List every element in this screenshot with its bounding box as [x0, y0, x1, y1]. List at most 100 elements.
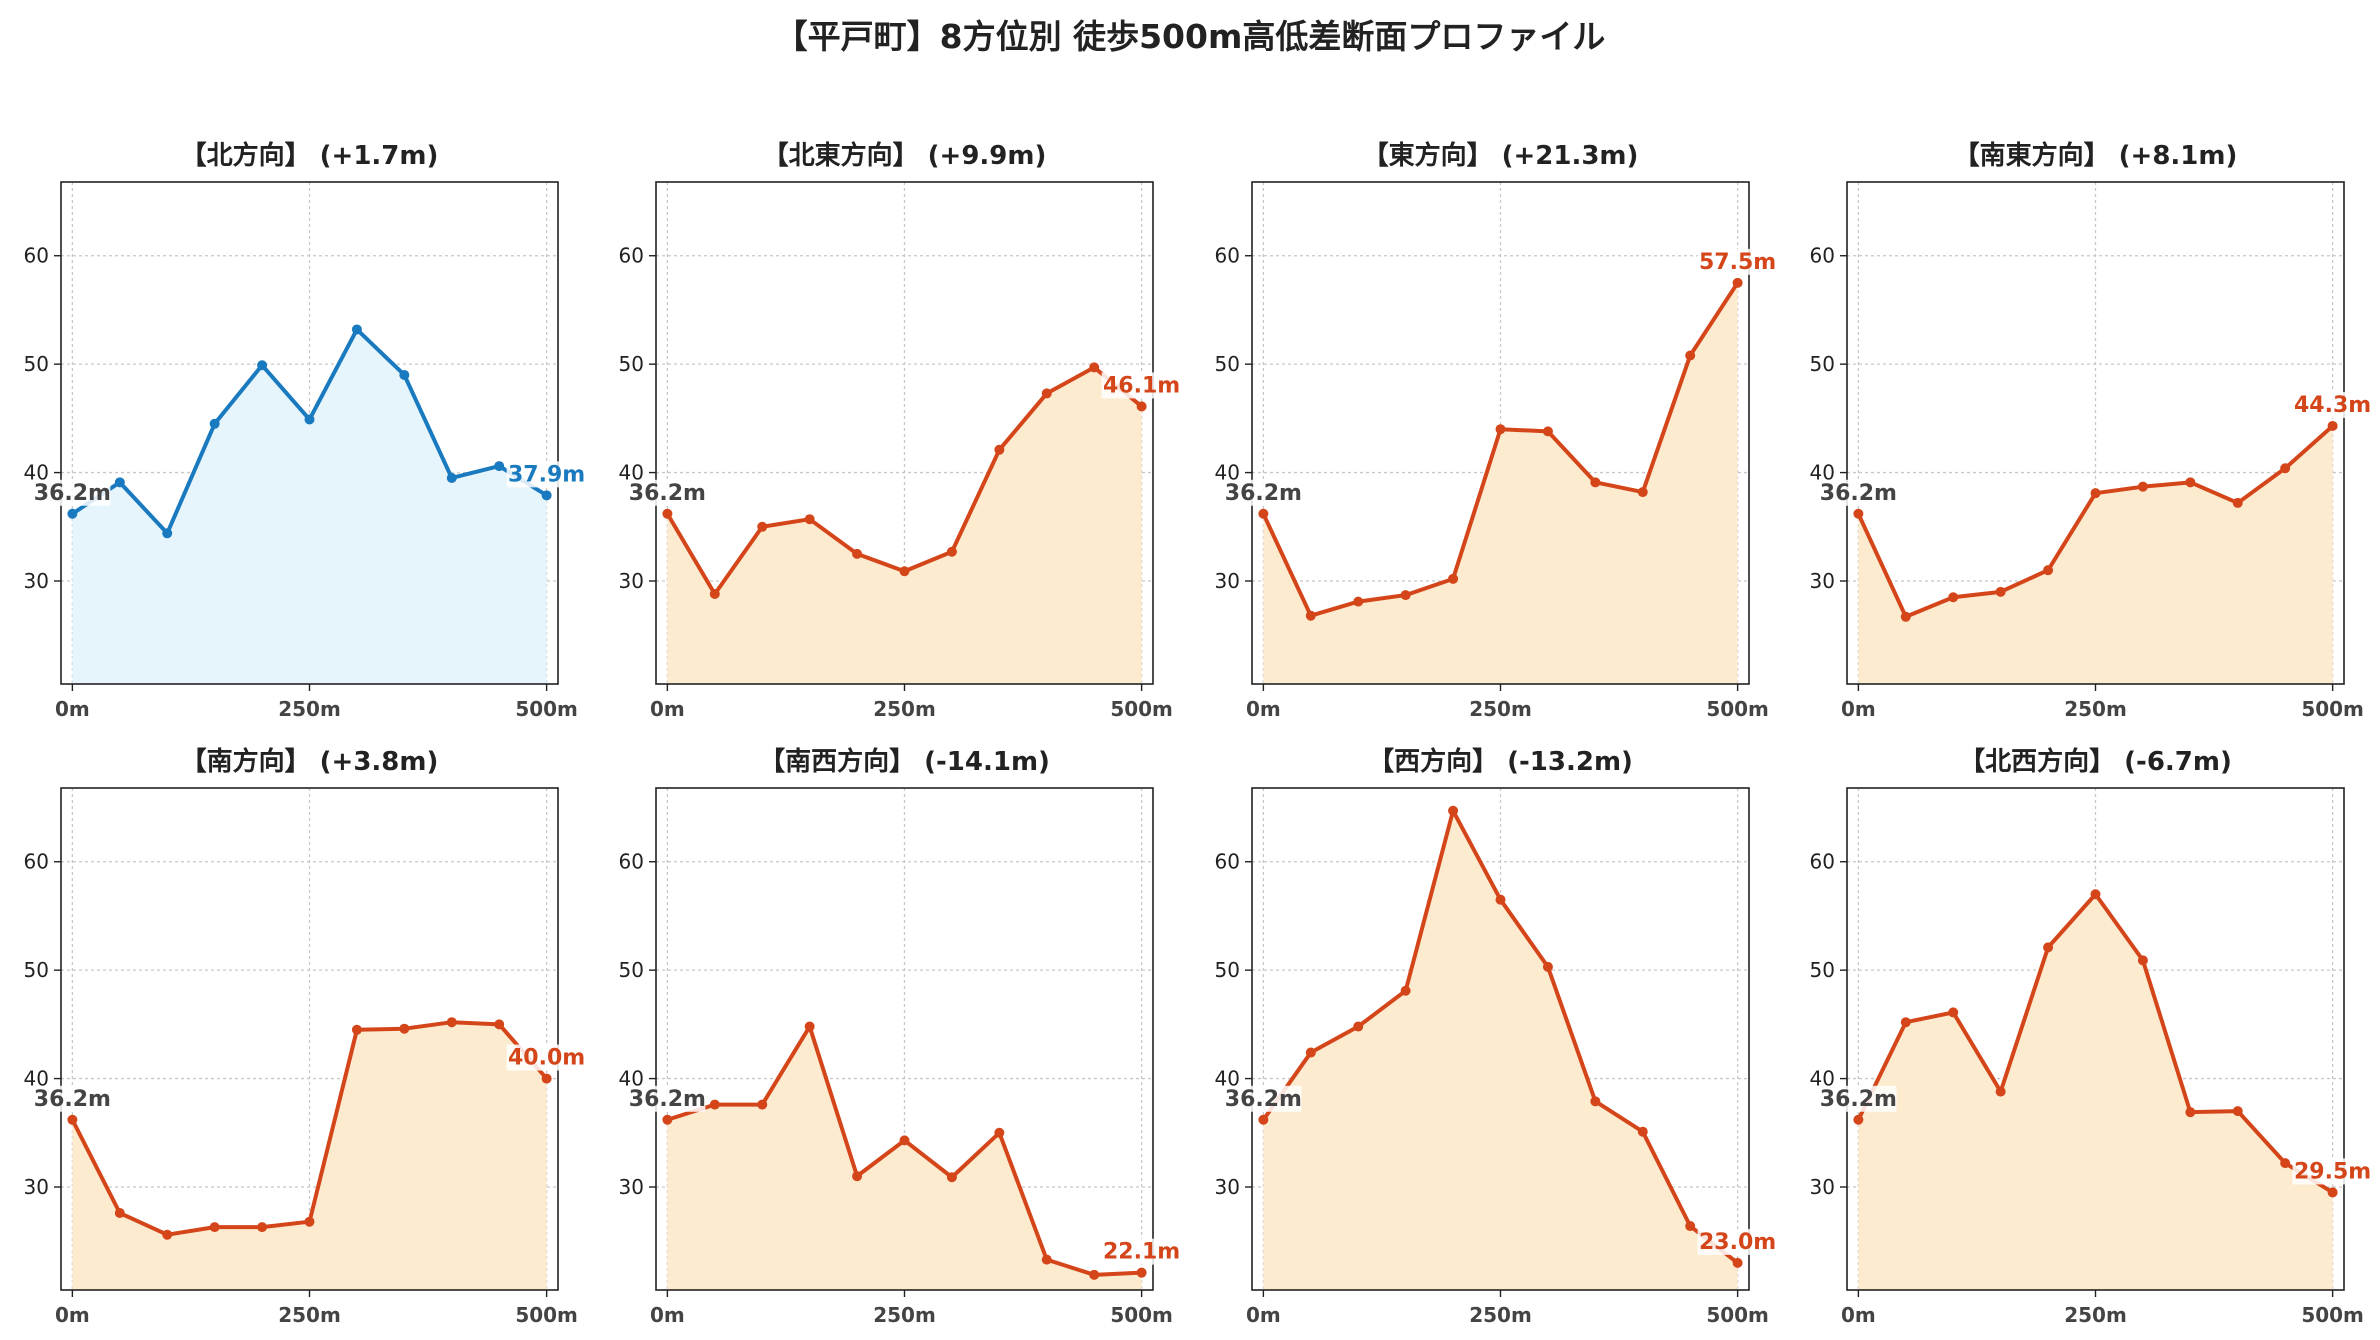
data-point: [757, 521, 768, 532]
area-fill: [1858, 425, 2333, 684]
x-tick-label: 500m: [2301, 1303, 2364, 1327]
start-label: 36.2m: [1225, 1087, 1302, 1112]
data-point: [541, 1073, 552, 1084]
data-point: [1590, 477, 1601, 488]
data-point: [1089, 1269, 1100, 1280]
data-point: [2327, 420, 2338, 431]
data-point: [1637, 1126, 1648, 1137]
start-label: 36.2m: [1820, 481, 1897, 506]
data-point: [2043, 942, 2054, 953]
y-tick-label: 50: [619, 958, 644, 982]
x-tick-label: 0m: [1841, 1303, 1876, 1327]
data-point: [304, 414, 315, 425]
x-tick-label: 250m: [2064, 1303, 2127, 1327]
end-label: 46.1m: [1103, 373, 1180, 398]
x-tick-label: 500m: [515, 697, 578, 721]
area-fill: [1263, 810, 1738, 1290]
data-point: [1258, 508, 1269, 519]
data-point: [804, 514, 815, 525]
y-tick-label: 50: [1810, 958, 1835, 982]
area-fill: [1858, 894, 2333, 1290]
y-tick-label: 30: [24, 1175, 49, 1199]
end-label: 40.0m: [508, 1046, 585, 1071]
data-point: [494, 461, 505, 472]
x-tick-label: 0m: [650, 1303, 685, 1327]
start-label-bg: [1820, 479, 1897, 506]
y-tick-label: 60: [619, 244, 644, 268]
data-point: [2185, 1107, 2196, 1118]
end-label-bg: [1697, 1228, 1778, 1255]
y-tick-label: 30: [619, 569, 644, 593]
data-point: [1353, 596, 1364, 607]
data-point: [351, 324, 362, 335]
data-point: [757, 1099, 768, 1110]
end-label-bg: [2292, 1158, 2373, 1185]
y-tick-label: 50: [1215, 958, 1240, 982]
data-point: [1948, 592, 1959, 603]
data-point: [2137, 481, 2148, 492]
chart-title: 【南東方向】 (+8.1m): [1954, 140, 2238, 171]
x-tick-label: 250m: [278, 1303, 341, 1327]
end-label: 57.5m: [1699, 250, 1776, 275]
start-label-bg: [629, 1085, 706, 1112]
data-point: [899, 1135, 910, 1146]
x-tick-label: 500m: [1706, 1303, 1769, 1327]
x-tick-label: 500m: [2301, 697, 2364, 721]
data-point: [1136, 401, 1147, 412]
end-label: 44.3m: [2294, 393, 2371, 418]
figure-title: 【平戸町】8方位別 徒歩500m高低差断面プロファイル: [774, 17, 1606, 56]
data-point: [1685, 350, 1696, 361]
data-point: [1136, 1267, 1147, 1278]
data-point: [946, 546, 957, 557]
chart-title: 【南西方向】 (-14.1m): [759, 746, 1050, 777]
y-tick-label: 60: [1810, 850, 1835, 874]
data-point: [1542, 961, 1553, 972]
x-tick-label: 250m: [278, 697, 341, 721]
y-tick-label: 50: [1810, 352, 1835, 376]
data-point: [162, 1229, 173, 1240]
data-point: [1041, 1254, 1052, 1265]
chart-title: 【東方向】 (+21.3m): [1363, 140, 1639, 171]
chart-title: 【北西方向】 (-6.7m): [1959, 746, 2232, 777]
start-label-bg: [34, 479, 111, 506]
data-point: [1732, 277, 1743, 288]
data-point: [399, 369, 410, 380]
x-tick-label: 500m: [1110, 1303, 1173, 1327]
data-point: [2090, 488, 2101, 499]
x-tick-label: 0m: [55, 697, 90, 721]
end-label: 29.5m: [2294, 1159, 2371, 1184]
data-point: [541, 490, 552, 501]
y-tick-label: 50: [24, 958, 49, 982]
area-fill: [72, 1022, 547, 1290]
x-tick-label: 0m: [1841, 697, 1876, 721]
y-tick-label: 60: [24, 244, 49, 268]
data-point: [1041, 388, 1052, 399]
data-point: [1995, 586, 2006, 597]
data-point: [209, 418, 220, 429]
data-point: [1995, 1086, 2006, 1097]
chart-title: 【南方向】 (+3.8m): [181, 746, 439, 777]
data-point: [257, 360, 268, 371]
area-fill: [667, 1026, 1142, 1290]
data-point: [1853, 508, 1864, 519]
data-point: [114, 477, 125, 488]
start-label: 36.2m: [629, 481, 706, 506]
data-point: [162, 528, 173, 539]
x-tick-label: 500m: [515, 1303, 578, 1327]
x-tick-label: 250m: [873, 1303, 936, 1327]
data-point: [209, 1222, 220, 1233]
data-point: [304, 1216, 315, 1227]
data-point: [446, 472, 457, 483]
start-label-bg: [629, 479, 706, 506]
y-tick-label: 50: [619, 352, 644, 376]
data-point: [1305, 1047, 1316, 1058]
data-point: [351, 1024, 362, 1035]
data-point: [852, 1171, 863, 1182]
data-point: [494, 1019, 505, 1030]
